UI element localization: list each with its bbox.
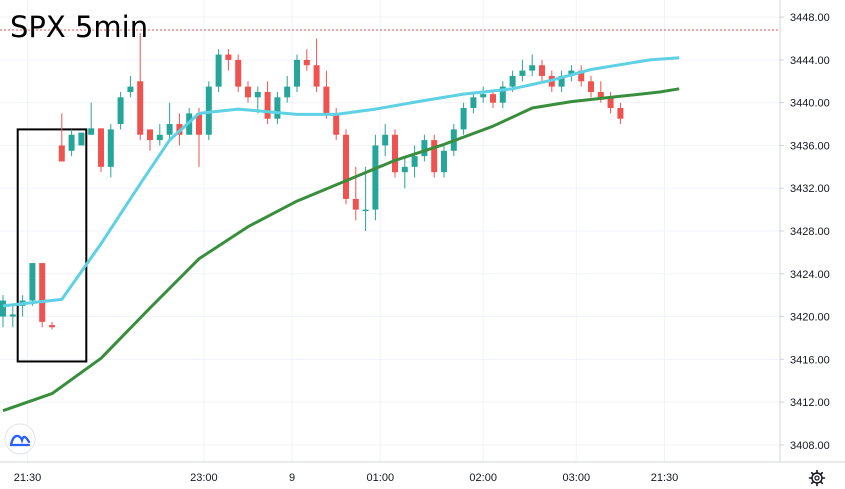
candle-body	[499, 86, 506, 103]
price-axis[interactable]	[780, 0, 845, 462]
ema-slow-line	[2, 87, 680, 413]
time-tick-label: 21:30	[651, 472, 679, 484]
candle-body	[568, 70, 575, 76]
candle-body	[509, 75, 516, 87]
candle-body	[225, 54, 232, 60]
grid-lines	[0, 0, 780, 462]
candle-body	[303, 59, 310, 66]
price-tick-label: 3424.00	[790, 269, 830, 281]
candle-body	[88, 128, 95, 135]
candle-body	[137, 81, 144, 135]
candle-body	[558, 75, 565, 87]
candle-body	[107, 129, 114, 167]
candle-body	[333, 113, 340, 135]
candle-body	[480, 94, 487, 98]
candle-body	[49, 325, 55, 328]
candle-body	[411, 156, 418, 167]
candle-body	[519, 70, 526, 76]
candle-body	[9, 314, 16, 317]
candle-body	[441, 150, 447, 173]
candle-body	[98, 128, 104, 167]
candle-body	[166, 124, 173, 135]
candle-body	[58, 145, 65, 162]
time-tick-label: 21:30	[14, 472, 42, 484]
tradingview-logo-icon[interactable]	[4, 423, 36, 455]
time-tick-label: 9	[289, 472, 295, 484]
candle-body	[294, 59, 300, 87]
candle-body	[313, 65, 320, 87]
gear-icon[interactable]	[808, 469, 826, 487]
candle-body	[323, 86, 330, 114]
candle-body	[254, 91, 261, 98]
price-tick-label: 3420.00	[790, 312, 830, 324]
candle-body	[597, 91, 604, 98]
candle-body	[539, 65, 545, 76]
candle-body	[215, 54, 222, 87]
time-axis-labels: 21:30 23:00 9 01:00 02:00 03:00 21:30	[14, 472, 679, 484]
candle-body	[460, 108, 467, 130]
time-axis[interactable]	[0, 462, 780, 489]
price-tick-label: 3428.00	[790, 226, 830, 238]
price-tick-label: 3408.00	[790, 440, 830, 452]
candle-body	[421, 140, 428, 157]
candle-body	[578, 70, 585, 82]
candle-body	[392, 134, 398, 173]
candle-body	[607, 97, 614, 109]
price-axis-labels: 3408.00 3412.00 3416.00 3420.00 3424.00 3428.…	[780, 12, 830, 452]
candle-body	[617, 108, 624, 119]
candle-body	[431, 140, 438, 173]
candle-body	[372, 145, 379, 210]
candle-body	[490, 94, 496, 103]
candle-body	[39, 263, 46, 322]
candle-body	[382, 134, 389, 146]
time-tick-label: 02:00	[469, 472, 497, 484]
candle-body	[362, 209, 369, 212]
candle-body	[29, 263, 36, 301]
candle-body	[352, 198, 359, 210]
annotation-box	[16, 128, 88, 363]
price-tick-label: 3412.00	[790, 397, 830, 409]
candle-body	[235, 59, 242, 87]
highlight-rectangle	[16, 128, 88, 363]
price-tick-label: 3448.00	[790, 12, 830, 24]
candle-body	[401, 166, 408, 173]
price-tick-label: 3432.00	[790, 183, 830, 195]
candle-body	[156, 134, 163, 141]
candle-body	[343, 134, 349, 199]
ema-fast-line	[2, 56, 680, 308]
candles	[0, 33, 624, 330]
candle-body	[588, 81, 594, 92]
chart-title: SPX 5min	[10, 10, 148, 44]
candle-body	[78, 132, 85, 146]
candle-body	[529, 65, 536, 71]
candle-body	[68, 134, 75, 151]
candle-body	[117, 97, 124, 125]
price-tick-label: 3440.00	[790, 98, 830, 110]
candle-body	[205, 86, 212, 135]
candle-body	[245, 86, 251, 98]
price-tick-label: 3416.00	[790, 354, 830, 366]
price-tick-label: 3444.00	[790, 55, 830, 67]
candle-body	[284, 86, 291, 98]
candle-body	[264, 91, 271, 119]
time-tick-label: 01:00	[367, 472, 395, 484]
time-tick-label: 23:00	[190, 472, 218, 484]
candle-body	[196, 113, 202, 135]
candle-body	[147, 129, 153, 141]
candle-body	[0, 300, 6, 317]
candle-body	[274, 97, 281, 119]
candle-body	[127, 86, 134, 92]
candle-body	[470, 97, 477, 109]
time-tick-label: 03:00	[563, 472, 591, 484]
price-tick-label: 3436.00	[790, 140, 830, 152]
